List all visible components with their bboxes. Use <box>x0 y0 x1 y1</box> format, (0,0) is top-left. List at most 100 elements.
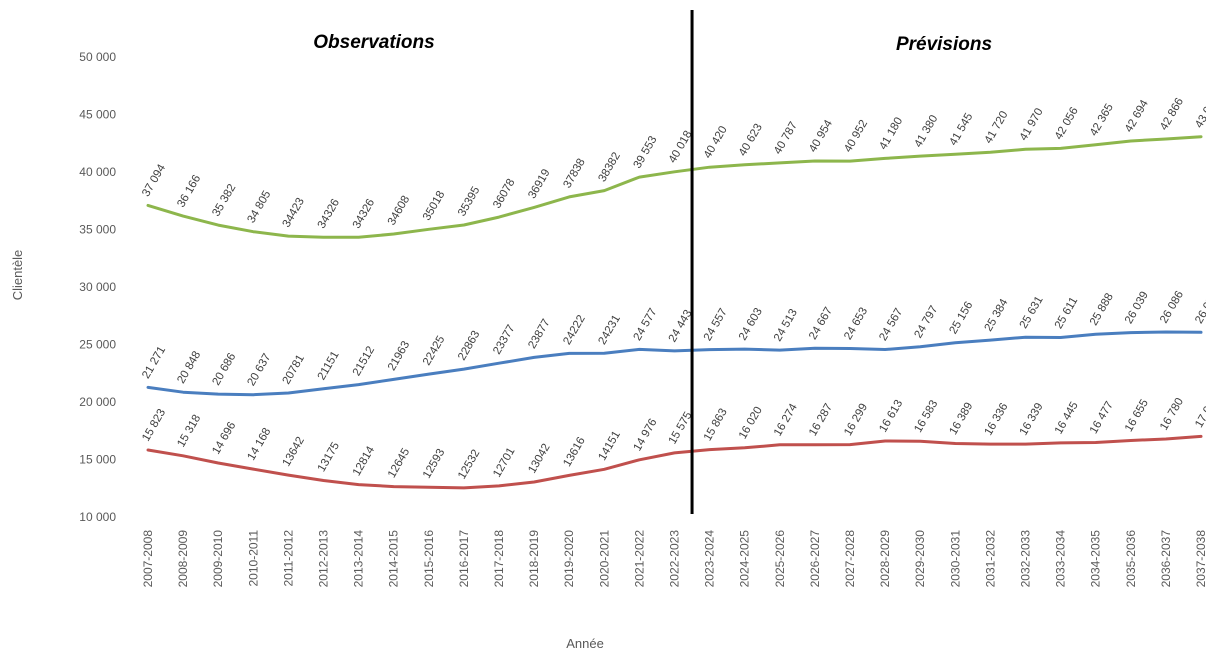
data-label: 21963 <box>386 339 412 373</box>
x-tick-label: 2025-2026 <box>773 530 787 588</box>
x-tick-label: 2034-2035 <box>1089 530 1103 588</box>
x-tick-label: 2020-2021 <box>597 530 611 588</box>
data-label: 41 380 <box>912 113 940 149</box>
data-label: 23377 <box>491 323 517 357</box>
data-label: 25 156 <box>948 300 976 336</box>
data-label: 35 382 <box>210 182 238 218</box>
data-label: 34326 <box>351 197 377 231</box>
data-label: 25 384 <box>983 297 1011 334</box>
data-label: 38382 <box>597 150 623 184</box>
series-line <box>146 330 1203 397</box>
data-label: 26 039 <box>1123 290 1151 326</box>
x-axis: 2007-2008 2008-2009 2009-2010 2010-2011 2011… <box>141 530 1206 588</box>
data-label: 15 823 <box>140 407 168 443</box>
data-label: 25 888 <box>1088 291 1116 327</box>
data-label: 41 720 <box>983 109 1011 145</box>
data-label: 41 970 <box>1018 106 1046 142</box>
y-axis: 10 000 15 000 20 000 25 000 30 000 35 000 40 0… <box>79 50 116 524</box>
data-label: 22425 <box>421 334 447 368</box>
data-label: 16 339 <box>1018 401 1046 437</box>
y-tick-label: 40 000 <box>79 165 116 179</box>
data-label: 36919 <box>526 167 552 201</box>
y-tick-label: 30 000 <box>79 280 116 294</box>
section-title-observations: Observations <box>313 32 434 53</box>
data-label: 21 271 <box>140 344 168 380</box>
x-tick-label: 2018-2019 <box>527 530 541 588</box>
x-tick-label: 2024-2025 <box>738 530 752 588</box>
data-label: 34608 <box>386 194 412 228</box>
data-label: 41 180 <box>877 115 905 151</box>
data-label: 22863 <box>456 329 482 363</box>
x-tick-label: 2012-2013 <box>317 530 331 588</box>
y-tick-label: 50 000 <box>79 50 116 64</box>
data-label: 25 631 <box>1018 294 1046 330</box>
x-tick-label: 2013-2014 <box>352 530 366 588</box>
x-tick-label: 2010-2011 <box>246 530 260 587</box>
data-label: 36078 <box>491 177 517 211</box>
data-label: 35018 <box>421 189 447 223</box>
data-label: 14 168 <box>246 426 274 462</box>
data-label: 24 577 <box>632 306 660 342</box>
data-label: 42 365 <box>1088 102 1116 138</box>
x-tick-label: 2032-2033 <box>1019 530 1033 588</box>
data-label: 12701 <box>491 446 517 480</box>
data-label: 24 797 <box>912 304 940 340</box>
data-label: 15 318 <box>175 413 203 449</box>
data-label: 24222 <box>561 313 587 347</box>
data-label: 21512 <box>351 344 377 378</box>
data-label: 24 513 <box>772 307 800 343</box>
data-label: 24 603 <box>737 306 765 342</box>
x-axis-title: Année <box>566 636 604 651</box>
y-tick-label: 25 000 <box>79 338 116 352</box>
data-label: 17 011 <box>1193 394 1206 430</box>
x-tick-label: 2019-2020 <box>562 530 576 588</box>
data-label: 34 805 <box>246 189 274 225</box>
data-labels: 37 094 36 166 35 382 34 805 34423 34326 34326 3… <box>140 94 1206 482</box>
data-label: 26 086 <box>1158 289 1186 325</box>
x-tick-label: 2008-2009 <box>176 530 190 588</box>
data-label: 16 336 <box>983 401 1011 437</box>
data-label: 14151 <box>597 429 623 463</box>
data-label: 21151 <box>316 349 342 382</box>
data-label: 37 094 <box>140 162 168 199</box>
x-tick-label: 2036-2037 <box>1159 530 1173 588</box>
data-label: 25 611 <box>1053 295 1081 331</box>
data-label: 42 694 <box>1123 98 1151 135</box>
data-label: 12593 <box>421 447 447 481</box>
data-label: 34326 <box>316 197 342 231</box>
data-label: 16 389 <box>948 401 976 437</box>
x-tick-label: 2026-2027 <box>808 530 822 588</box>
data-label: 35395 <box>456 185 482 219</box>
x-tick-label: 2035-2036 <box>1124 530 1138 588</box>
data-label: 16 780 <box>1158 396 1186 432</box>
x-tick-label: 2015-2016 <box>422 530 436 588</box>
x-tick-label: 2028-2029 <box>878 530 892 588</box>
x-tick-label: 2017-2018 <box>492 530 506 588</box>
y-tick-label: 20 000 <box>79 395 116 409</box>
data-label: 20 686 <box>210 351 238 387</box>
data-label: 41 545 <box>948 111 976 147</box>
y-tick-label: 35 000 <box>79 223 116 237</box>
data-label: 42 866 <box>1158 96 1186 132</box>
data-label: 15 863 <box>702 407 730 443</box>
x-tick-label: 2016-2017 <box>457 530 471 588</box>
data-label: 12532 <box>456 448 482 482</box>
data-label: 42 056 <box>1053 105 1081 141</box>
data-label: 34423 <box>281 196 307 230</box>
data-label: 43 069 <box>1193 94 1206 130</box>
data-label: 24231 <box>597 313 623 347</box>
data-label: 16 445 <box>1053 400 1081 436</box>
x-tick-label: 2007-2008 <box>141 530 155 588</box>
data-label: 20 848 <box>175 349 203 385</box>
x-tick-label: 2027-2028 <box>843 530 857 588</box>
data-label: 24 557 <box>702 307 730 343</box>
x-tick-label: 2037-2038 <box>1194 530 1206 588</box>
section-title-previsions: Prévisions <box>896 34 992 55</box>
x-tick-label: 2033-2034 <box>1054 530 1068 588</box>
y-axis-title: Clientèle <box>10 250 25 301</box>
y-tick-label: 15 000 <box>79 453 116 467</box>
data-label: 40 018 <box>667 129 695 165</box>
x-tick-label: 2023-2024 <box>703 530 717 588</box>
